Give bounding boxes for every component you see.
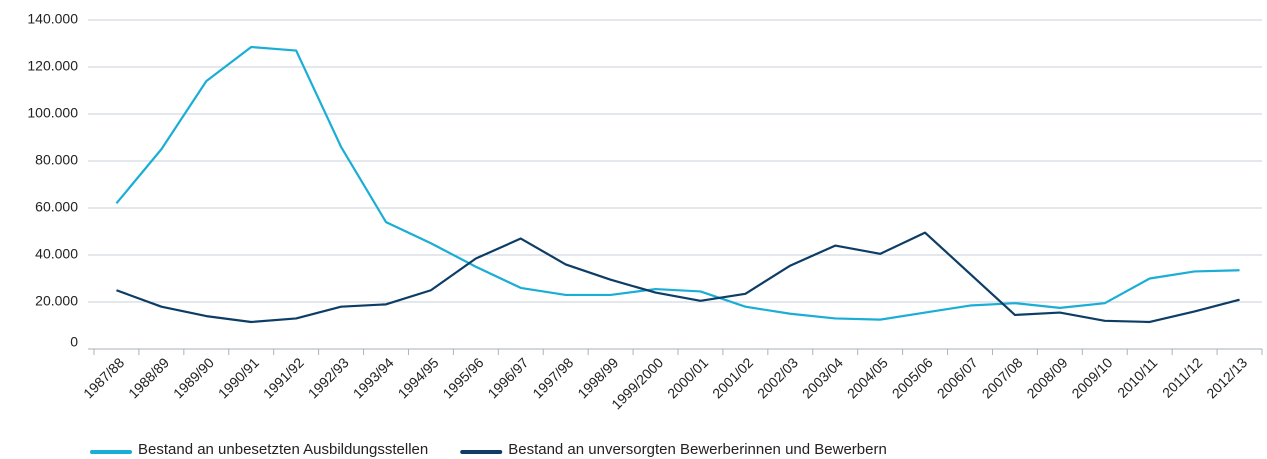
y-tick-label: 40.000	[35, 246, 78, 262]
x-tick-label: 1992/93	[305, 354, 352, 401]
x-tick-label: 2009/10	[1068, 354, 1115, 401]
y-tick-label: 20.000	[35, 293, 78, 309]
x-tick-label: 2011/12	[1159, 354, 1206, 401]
x-tick-label: 2001/02	[709, 354, 756, 401]
x-tick-label: 2012/13	[1203, 354, 1250, 401]
x-tick-label: 1997/98	[529, 354, 576, 401]
legend-label: Bestand an unversorgten Bewerberinnen un…	[508, 441, 887, 458]
x-tick-label: 1990/91	[215, 354, 262, 401]
y-tick-label: 60.000	[35, 199, 78, 215]
x-tick-label: 2008/09	[1023, 354, 1070, 401]
series-line	[116, 231, 1240, 324]
x-tick-label: 2003/04	[799, 354, 846, 401]
x-tick-label: 1987/88	[80, 354, 127, 401]
x-tick-label: 1995/96	[439, 354, 486, 401]
y-tick-label: 140.000	[27, 11, 78, 27]
x-tick-label: 1989/90	[170, 354, 217, 401]
x-tick-label: 2000/01	[664, 354, 711, 401]
y-tick-label: 0	[70, 334, 78, 350]
y-tick-label: 80.000	[35, 152, 78, 168]
x-tick-label: 2010/11	[1114, 354, 1161, 401]
x-tick-label: 1994/95	[395, 354, 442, 401]
x-tick-label: 1988/89	[125, 354, 172, 401]
x-tick-label: 1991/92	[260, 354, 307, 401]
x-tick-label: 2002/03	[754, 354, 801, 401]
y-tick-label: 100.000	[27, 105, 78, 121]
x-tick-label: 1993/94	[350, 354, 397, 401]
series-line	[115, 45, 1240, 321]
x-tick-label: 2006/07	[934, 354, 981, 401]
x-tick-label: 1996/97	[484, 354, 531, 401]
x-tick-label: 2004/05	[844, 354, 891, 401]
legend-label: Bestand an unbesetzten Ausbildungsstelle…	[138, 441, 428, 458]
y-tick-label: 120.000	[27, 58, 78, 74]
x-tick-label: 2007/08	[979, 354, 1026, 401]
x-tick-label: 2005/06	[889, 354, 936, 401]
